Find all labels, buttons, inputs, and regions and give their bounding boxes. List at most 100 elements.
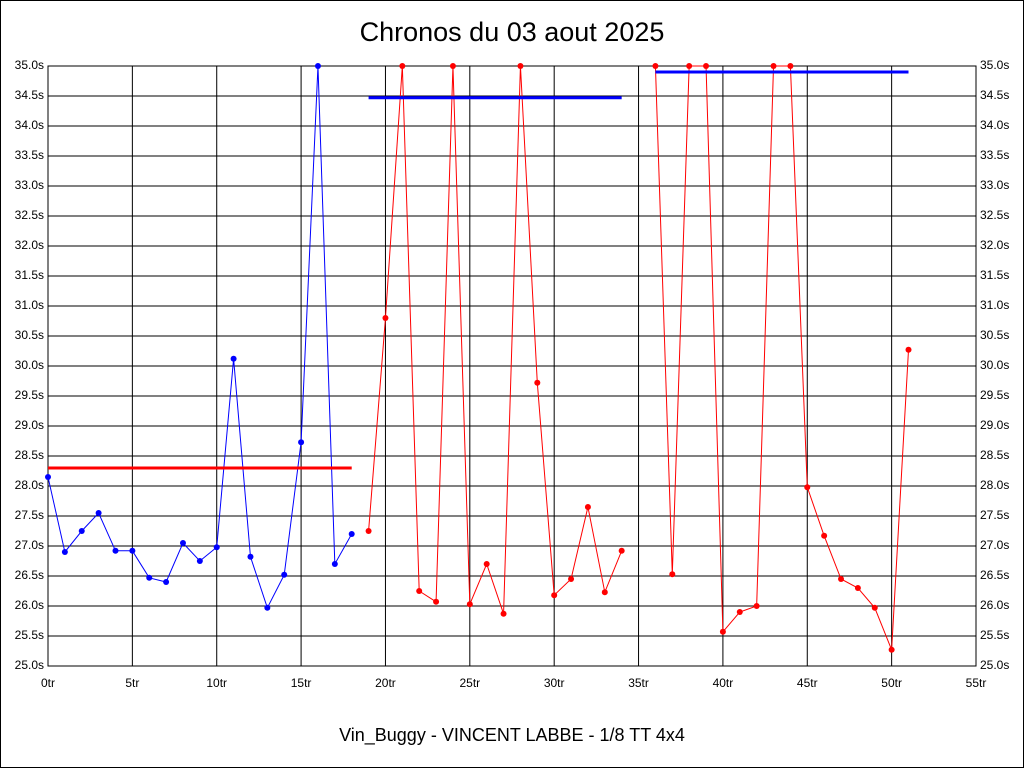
data-point	[247, 553, 254, 560]
y2-tick-label: 27.0s	[980, 538, 1009, 552]
y-tick-label: 34.5s	[15, 88, 44, 102]
y-tick-label: 31.0s	[15, 298, 44, 312]
data-point	[45, 474, 51, 480]
data-point	[787, 63, 794, 69]
y-tick-label: 29.0s	[15, 418, 44, 432]
series-line	[654, 65, 910, 650]
data-point	[449, 63, 456, 69]
data-point	[213, 544, 220, 551]
y2-tick-label: 28.5s	[980, 448, 1009, 462]
data-point	[618, 547, 625, 554]
data-point	[314, 63, 321, 69]
data-point	[298, 439, 305, 446]
y2-tick-label: 29.0s	[980, 418, 1009, 432]
x-tick-label: 10tr	[206, 676, 227, 690]
data-point	[433, 598, 440, 605]
y-tick-label: 28.5s	[15, 448, 44, 462]
y2-tick-label: 28.0s	[980, 478, 1009, 492]
y-tick-label: 34.0s	[15, 118, 44, 132]
data-point	[331, 561, 338, 567]
data-point	[669, 571, 676, 578]
y2-tick-label: 31.5s	[980, 268, 1009, 282]
x-tick-label: 5tr	[125, 676, 139, 690]
y2-tick-label: 27.5s	[980, 508, 1009, 522]
y2-tick-label: 33.0s	[980, 178, 1009, 192]
y-tick-label: 33.0s	[15, 178, 44, 192]
y2-tick-label: 34.0s	[980, 118, 1009, 132]
data-point	[61, 549, 68, 555]
y2-tick-label: 26.0s	[980, 598, 1009, 612]
y-tick-label: 31.5s	[15, 268, 44, 282]
y-tick-label: 29.5s	[15, 388, 44, 402]
x-tick-label: 0tr	[41, 676, 55, 690]
series-line	[368, 65, 623, 614]
data-point	[163, 579, 170, 585]
data-point	[365, 528, 372, 534]
y2-tick-label: 32.5s	[980, 208, 1009, 222]
data-point	[821, 532, 828, 539]
data-point	[382, 315, 389, 321]
data-point	[551, 592, 558, 599]
data-point	[348, 531, 355, 537]
data-point	[804, 484, 811, 491]
y-tick-label: 25.0s	[15, 658, 44, 672]
data-point	[652, 63, 659, 69]
y-tick-label: 27.5s	[15, 508, 44, 522]
data-point	[466, 601, 473, 608]
data-point	[399, 63, 406, 69]
y-tick-label: 27.0s	[15, 538, 44, 552]
y-tick-label: 26.0s	[15, 598, 44, 612]
data-point	[281, 571, 288, 578]
y-tick-label: 25.5s	[15, 628, 44, 642]
plot-frame	[47, 65, 977, 667]
y-tick-label: 28.0s	[15, 478, 44, 492]
y2-tick-label: 29.5s	[980, 388, 1009, 402]
y2-tick-label: 26.5s	[980, 568, 1009, 582]
y2-tick-label: 34.5s	[980, 88, 1009, 102]
x-tick-label: 45tr	[797, 676, 818, 690]
x-tick-label: 40tr	[713, 676, 734, 690]
data-point	[838, 576, 845, 582]
y2-tick-label: 30.5s	[980, 328, 1009, 342]
data-point	[703, 63, 710, 69]
data-point	[753, 603, 760, 609]
data-point	[719, 628, 726, 635]
data-point	[95, 510, 102, 516]
y-tick-label: 33.5s	[15, 148, 44, 162]
y-tick-label: 35.0s	[15, 58, 44, 72]
x-tick-label: 55tr	[966, 676, 987, 690]
y2-tick-label: 35.0s	[980, 58, 1009, 72]
y2-tick-label: 32.0s	[980, 238, 1009, 252]
y-tick-label: 30.0s	[15, 358, 44, 372]
data-point	[686, 63, 693, 69]
data-point	[568, 576, 575, 582]
data-point	[78, 528, 85, 534]
data-point	[129, 547, 136, 554]
data-point	[871, 604, 878, 611]
y2-tick-label: 33.5s	[980, 148, 1009, 162]
y2-tick-label: 25.5s	[980, 628, 1009, 642]
data-point	[584, 504, 591, 510]
data-point	[770, 63, 777, 69]
x-tick-label: 25tr	[459, 676, 480, 690]
x-tick-label: 20tr	[375, 676, 396, 690]
data-point	[905, 346, 912, 353]
data-point	[196, 558, 203, 564]
data-point	[888, 646, 895, 653]
x-tick-label: 30tr	[544, 676, 565, 690]
y-tick-label: 32.5s	[15, 208, 44, 222]
data-point	[112, 547, 119, 554]
chart-title: Chronos du 03 aout 2025	[360, 17, 665, 47]
data-point	[416, 588, 423, 594]
data-point	[736, 609, 743, 615]
x-tick-label: 50tr	[881, 676, 902, 690]
data-point	[264, 604, 271, 611]
data-point	[534, 379, 541, 386]
data-point	[517, 63, 524, 69]
y-tick-label: 30.5s	[15, 328, 44, 342]
y2-tick-label: 31.0s	[980, 298, 1009, 312]
data-point	[483, 561, 490, 567]
